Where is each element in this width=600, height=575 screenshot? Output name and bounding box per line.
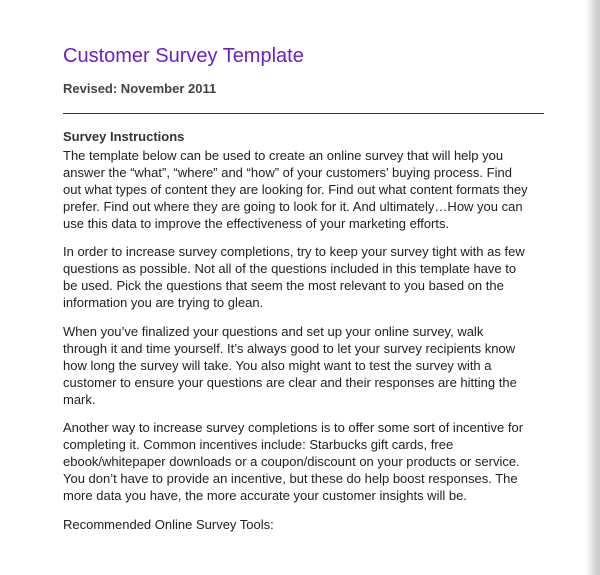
paragraph-line: through it and time yourself. It’s alway… [63,340,516,356]
paragraph-line: ebook/whitepaper downloads or a coupon/d… [63,454,520,469]
paragraph-line: how long the survey will take. You also … [63,357,492,373]
paragraph-line: completing it. Common incentives include… [63,437,454,452]
paragraph-line: more data you have, the more accurate yo… [63,488,467,503]
paragraph-line: customer to ensure your questions are cl… [63,374,517,390]
paragraph-line: The template below can be used to create… [63,147,504,163]
paragraph-line: prefer. Find out where they are going to… [63,198,523,214]
divider [63,113,544,114]
paragraph-line: You don’t have to provide an incentive, … [63,471,518,486]
document-title: Customer Survey Template [63,45,304,67]
page-edge [586,0,600,575]
paragraph-line: answer the “what”, “where” and “how” of … [63,164,512,180]
section-heading: Survey Instructions [63,129,185,144]
paragraph-line: questions as possible. Not all of the qu… [63,261,517,276]
paragraph-line: out what types of content they are looki… [63,181,528,197]
paragraph-line: In order to increase survey completions,… [63,244,525,259]
paragraph-line: mark. [63,391,96,407]
paragraph-line: When you’ve finalized your questions and… [63,323,484,339]
paragraph-line: Another way to increase survey completio… [63,420,524,435]
paragraph-line: Recommended Online Survey Tools: [63,516,274,532]
paragraph-line: use this data to improve the effectivene… [63,215,450,231]
revision-date: Revised: November 2011 [63,81,217,96]
paragraph-line: information you are trying to glean. [63,295,264,310]
paragraph-line: be used. Pick the questions that seem th… [63,278,504,293]
